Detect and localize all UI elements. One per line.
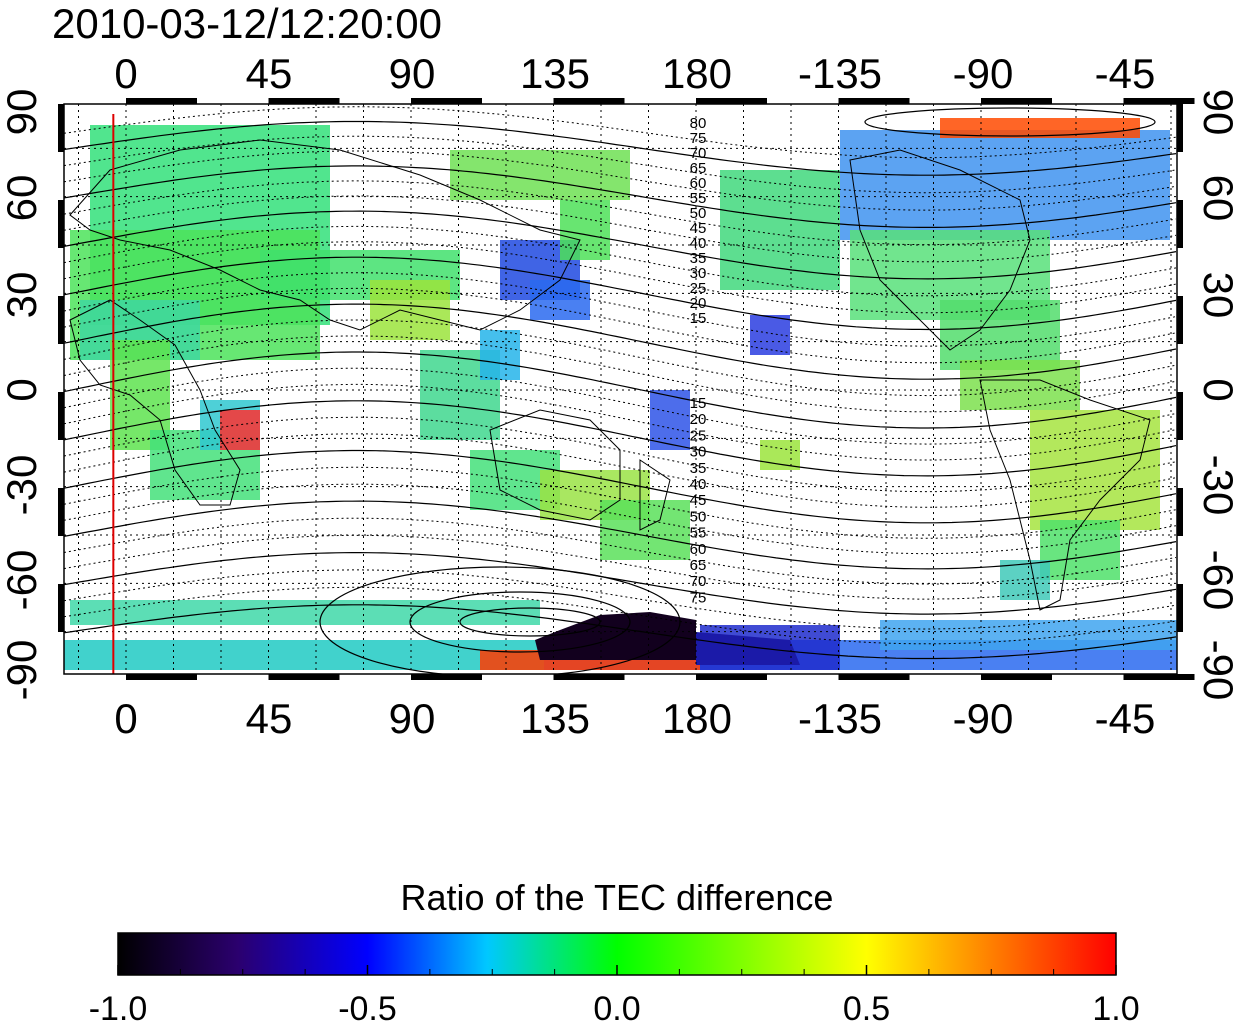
contour-labels: 8075706560555045403530252015152025303540… [690,115,707,606]
contour-label: 65 [690,160,707,177]
top-longitude-axis: 0 45 90 135 180 -135 -90 -45 [114,50,1155,97]
contour-label: 60 [690,175,707,192]
timestamp-title: 2010-03-12/12:20:00 [52,0,442,47]
left-latitude-tick: 90 [0,89,45,136]
contour-label: 40 [690,476,707,493]
contour-label: 65 [690,557,707,574]
contour-label: 30 [690,265,707,282]
left-latitude-tick: 0 [0,378,45,401]
contour-label: 20 [690,411,707,428]
colorbar-tick-label: 1.0 [1092,990,1139,1024]
contour-label: 75 [690,130,707,147]
right-latitude-tick: -30 [1195,455,1240,516]
contour-label: 15 [690,310,707,327]
top-longitude-tick: 90 [389,50,436,97]
frame-ticks [58,98,1195,680]
contour-label: 45 [690,492,707,509]
contour-label: 20 [690,295,707,312]
colorbar-tick-label: -0.5 [338,990,397,1024]
top-longitude-tick: 45 [246,50,293,97]
right-latitude-tick: 30 [1195,272,1240,319]
top-longitude-tick: -135 [798,50,882,97]
right-latitude-axis: 90 60 30 0 -30 -60 -90 [1195,89,1240,701]
left-latitude-tick: 30 [0,272,45,319]
bottom-longitude-axis: 0 45 90 135 180 -135 -90 -45 [114,695,1155,742]
contour-label: 15 [690,395,707,412]
colorbar-tick-label: 0.0 [593,990,640,1024]
contour-label: 70 [690,573,707,590]
tec-data-layer [64,118,1177,670]
contour-label: 55 [690,525,707,542]
right-latitude-tick: -90 [1195,640,1240,701]
top-longitude-tick: 135 [520,50,590,97]
left-latitude-tick: 60 [0,175,45,222]
contour-label: 50 [690,508,707,525]
bottom-longitude-tick: -135 [798,695,882,742]
contour-label: 30 [690,444,707,461]
bottom-longitude-tick: 135 [520,695,590,742]
map-panel: 8075706560555045403530252015152025303540… [58,98,1195,680]
colorbar-axis: -1.0 -0.5 0.0 0.5 1.0 [89,965,1140,1024]
bottom-longitude-tick: -45 [1095,695,1156,742]
left-latitude-tick: -60 [0,550,45,611]
colorbar-title: Ratio of the TEC difference [401,877,834,918]
lat-lon-grid [64,104,1177,674]
contour-label: 25 [690,427,707,444]
bottom-longitude-tick: 180 [662,695,732,742]
bottom-longitude-tick: 45 [246,695,293,742]
top-longitude-tick: -45 [1095,50,1156,97]
contour-label: 55 [690,190,707,207]
top-longitude-tick: -90 [953,50,1014,97]
left-latitude-tick: -90 [0,640,45,701]
magnetic-latitude-contours [64,106,1177,674]
top-longitude-tick: 0 [114,50,137,97]
left-latitude-tick: -30 [0,455,45,516]
contour-label: 45 [690,220,707,237]
top-longitude-tick: 180 [662,50,732,97]
right-latitude-tick: 60 [1195,175,1240,222]
contour-label: 60 [690,541,707,558]
contour-label: 80 [690,115,707,132]
colorbar-tick-label: 0.5 [843,990,890,1024]
colorbar-tick-label: -1.0 [89,990,148,1024]
right-latitude-tick: 0 [1195,378,1240,401]
contour-label: 75 [690,589,707,606]
bottom-longitude-tick: -90 [953,695,1014,742]
contour-label: 40 [690,235,707,252]
coastlines [69,139,1151,611]
contour-label: 50 [690,205,707,222]
contour-label: 35 [690,460,707,477]
right-latitude-tick: 90 [1195,89,1240,136]
contour-label: 25 [690,280,707,297]
contour-label: 70 [690,145,707,162]
bottom-longitude-tick: 0 [114,695,137,742]
left-latitude-axis: 90 60 30 0 -30 -60 -90 [0,89,45,701]
right-latitude-tick: -60 [1195,550,1240,611]
bottom-longitude-tick: 90 [389,695,436,742]
contour-label: 35 [690,250,707,267]
